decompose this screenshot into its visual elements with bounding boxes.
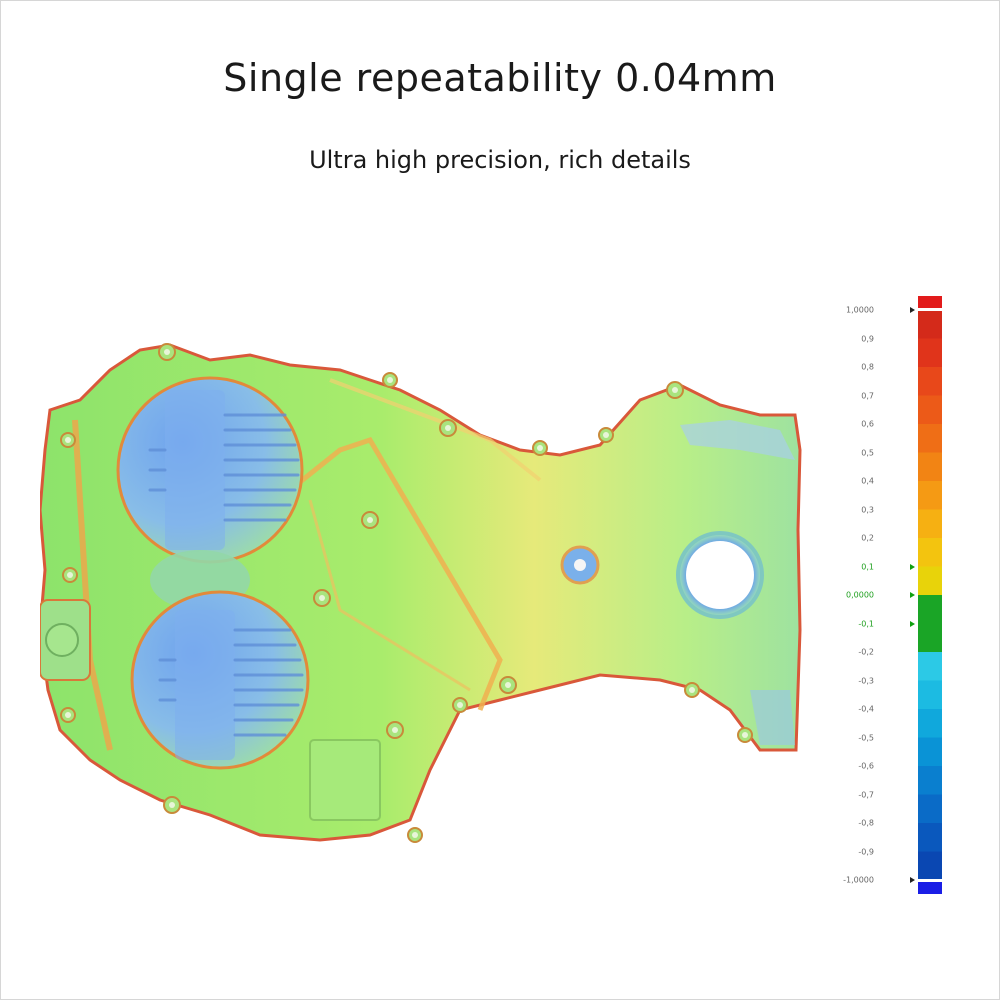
scale-band [918,766,942,795]
scale-marker-arrow [910,307,915,313]
scale-band [918,709,942,738]
scale-tick-label: -0,7 [858,790,874,799]
scale-band [918,623,942,653]
scale-tick-label: -0,9 [858,847,874,856]
scale-tick-label: 0,5 [861,448,874,457]
scale-band [918,823,942,852]
scale-tick-label: 1,0000 [846,305,874,315]
scale-tick-label: -0,6 [858,761,874,771]
scale-tick-label: -1,0000 [843,875,874,885]
scale-band [918,737,942,767]
scale-overflow-low [918,882,942,894]
scale-tick-label: 0,3 [861,505,874,514]
page-subtitle: Ultra high precision, rich details [309,146,691,174]
scale-band [918,481,942,510]
scale-tick-label: 0,1 [861,562,874,571]
scale-band [918,310,942,339]
scale-tick-label: 0,6 [861,419,874,429]
scale-tick-label: 0,0000 [846,590,874,600]
page-title: Single repeatability 0.04mm [223,56,777,100]
timing-cover-scan-render [40,343,802,843]
scale-marker-arrow [910,620,915,627]
scale-tick-label: 0,8 [861,362,874,372]
scale-band [918,680,942,710]
scale-marker-arrow [910,563,915,570]
scale-tick-label: -0,4 [858,704,874,714]
scale-band [918,566,942,596]
scale-tick-label: 0,9 [861,334,874,343]
scale-overflow-high [918,296,942,308]
scale-tick-label: 0,4 [861,476,874,486]
scale-band [918,595,942,624]
scale-tick-label: 0,7 [861,391,874,400]
scale-band [918,452,942,482]
scale-tick-label: -0,3 [858,676,874,685]
scale-tick-label: -0,1 [858,619,874,628]
scale-band [918,538,942,567]
scale-band [918,395,942,425]
scale-band [918,338,942,368]
scale-marker-arrow [910,592,915,598]
scale-band [918,794,942,824]
scale-marker-arrow [910,877,915,883]
color-scale-bar [918,296,942,894]
scale-tick-label: 0,2 [861,533,874,543]
deviation-color-scale: 1,0000 0,9 0,8 0,7 0,6 0,5 0,4 0,3 0,2 0,1 0,0000 -… [843,290,970,900]
scale-tick-label: -0,2 [858,647,874,657]
scale-band [918,509,942,539]
scale-band [918,851,942,881]
scale-tick-label: -0,8 [858,818,874,828]
scale-band [918,424,942,453]
scale-band [918,367,942,396]
scale-band [918,652,942,681]
scale-tick-label: -0,5 [858,733,874,742]
